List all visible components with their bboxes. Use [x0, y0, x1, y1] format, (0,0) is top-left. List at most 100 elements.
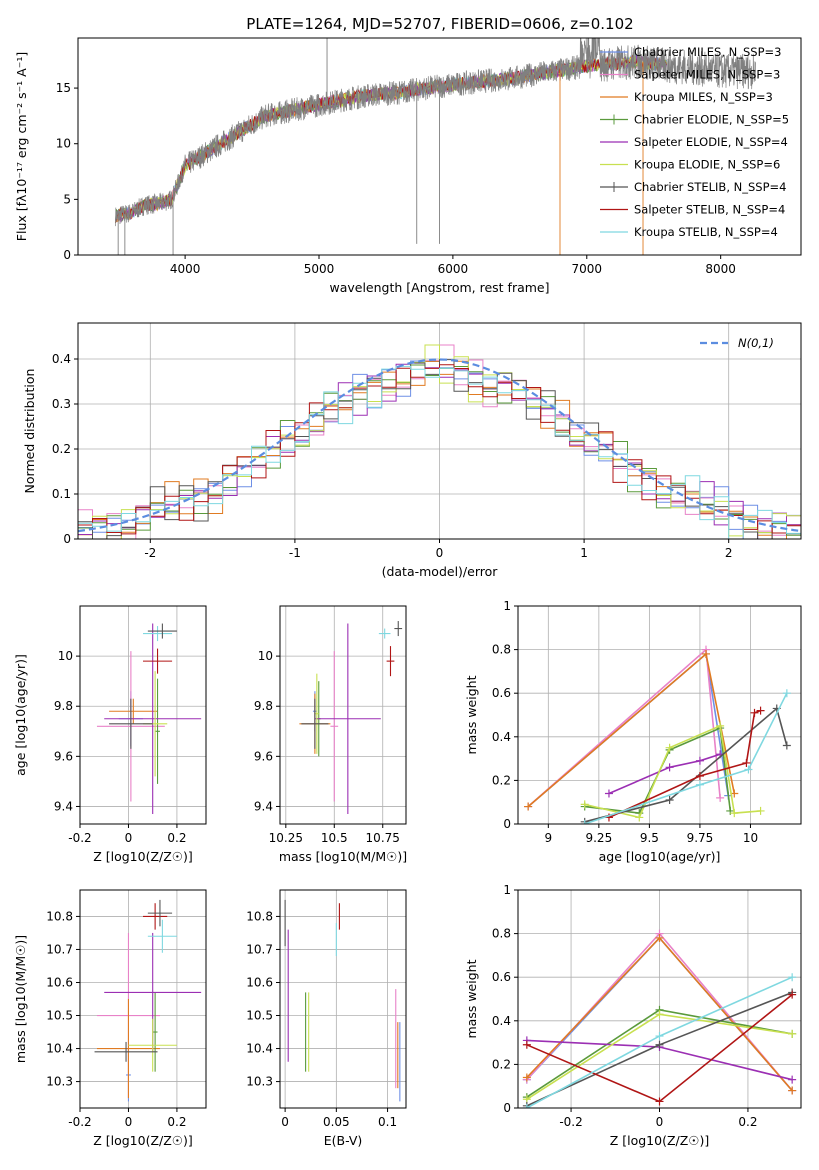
weight-vs-age-point-1-2 [716, 793, 725, 802]
age-vs-mass-xtick-label-0: 10.25 [269, 831, 303, 845]
weight-vs-z-ytick-label-3: 0.6 [492, 970, 511, 984]
residuals-ytick-label-4: 0.4 [52, 352, 71, 366]
age-vs-mass-ytick-label-1: 9.6 [254, 749, 273, 763]
weight-vs-z-point-7-0 [522, 1040, 531, 1049]
spectrum-legend-label-3: Chabrier ELODIE, N_SSP=5 [634, 113, 789, 127]
spectrum-xtick-label-1: 5000 [304, 262, 335, 276]
spectrum-model-salpeter_stelib [115, 54, 668, 223]
residuals-hist-salpeter_stelib [78, 364, 801, 535]
weight-vs-z-ylabel: mass weight [464, 959, 479, 1038]
spectrum-ytick-label-0: 0 [63, 248, 71, 262]
age-vs-mass-ytick-label-3: 10 [258, 649, 273, 663]
spectrum-legend-label-0: Chabrier MILES, N_SSP=3 [634, 45, 781, 59]
residuals-xtick-label-1: -1 [289, 546, 301, 560]
age-vs-z-xlabel: Z [log10(Z/Z☉)] [93, 849, 193, 864]
weight-vs-age-frame [517, 605, 802, 825]
weight-vs-z-point-8-1 [655, 1032, 664, 1041]
spectrum-model-salpeter_miles [115, 54, 667, 223]
weight-vs-age-xlabel: age [log10(age/yr)] [599, 849, 721, 864]
weight-vs-age-point-6-1 [665, 796, 674, 805]
weight-vs-age-point-5-4 [730, 809, 739, 818]
weight-vs-age-xtick-label-2: 9.5 [640, 831, 659, 845]
spectrum-model-kroupa_elodie [115, 54, 668, 223]
weight-vs-age-line-chabrier_elodie-3 [584, 726, 732, 814]
age-vs-z-xtick-label-2: 0.2 [167, 831, 186, 845]
spectrum-panel: 4000 5000 6000 7000 8000 0 5 10 15 wavelength [An… [14, 37, 802, 295]
spectrum-legend-label-1: Salpeter MILES, N_SSP=3 [634, 68, 780, 82]
residuals-xtick-label-2: 0 [436, 546, 444, 560]
weight-vs-age-point-5-3 [716, 721, 725, 730]
weight-vs-z-point-7-2 [788, 990, 797, 999]
residuals-ytick-label-3: 0.3 [52, 397, 71, 411]
weight-vs-z-point-5-1 [655, 1010, 664, 1019]
weight-vs-age-point-8-1 [695, 780, 704, 789]
age-vs-mass-xlabel: mass [log10(M/M☉)] [279, 849, 407, 864]
weight-vs-age-ylabel: mass weight [464, 675, 479, 754]
age-vs-z-plot-area [96, 623, 202, 814]
weight-vs-age-point-8-2 [744, 765, 753, 774]
residuals-ytick-label-2: 0.2 [52, 442, 71, 456]
weight-vs-z-point-2-0 [522, 1073, 531, 1082]
weight-vs-z-point-8-0 [522, 1104, 531, 1108]
mass-vs-ebv-panel: 0 0.05 0.1 10.3 10.4 10.5 10.6 10.7 10.8 E(B-V) [246, 889, 407, 1148]
mass-vs-ebv-ytick-label-3: 10.6 [246, 975, 273, 989]
age-vs-mass-xtick-label-1: 10.5 [321, 831, 348, 845]
spectrum-title: PLATE=1264, MJD=52707, FIBERID=0606, z=0… [246, 15, 633, 33]
spectrum-legend-label-2: Kroupa MILES, N_SSP=3 [634, 90, 773, 104]
weight-vs-age-point-7-2 [742, 758, 751, 767]
age-vs-z-panel: -0.2 0 0.2 9.4 9.6 9.8 10 Z [log10(Z/Z☉)] age [l… [13, 605, 207, 864]
weight-vs-z-point-6-1 [655, 1040, 664, 1049]
residuals-legend-label: N(0,1) [738, 336, 774, 350]
spectrum-model-chabrier_miles [115, 53, 667, 223]
weight-vs-z-panel: -0.2 0 0.2 0 0.2 0.4 0.6 0.8 1 Z [log10(Z/Z☉)] mas… [464, 883, 802, 1148]
weight-vs-age-plot-area [524, 645, 791, 824]
weight-vs-age-ytick-label-0: 0 [503, 817, 511, 831]
residuals-panel: -2 -1 0 1 2 0 0.1 0.2 0.3 0.4 (data-model)/error No… [22, 322, 802, 579]
spectrum-model-kroupa_stelib [115, 54, 668, 223]
age-vs-z-xtick-label-0: -0.2 [68, 831, 91, 845]
spectrum-legend-label-8: Kroupa STELIB, N_SSP=4 [634, 225, 778, 239]
weight-vs-age-xtick-label-1: 9.25 [585, 831, 612, 845]
mass-vs-ebv-xtick-label-0: 0 [281, 1115, 289, 1129]
weight-vs-age-point-4-2 [695, 756, 704, 765]
residuals-xtick-label-4: 2 [725, 546, 733, 560]
weight-vs-age-ytick-label-1: 0.2 [492, 773, 511, 787]
mass-vs-ebv-frame [279, 889, 407, 1109]
weight-vs-z-ytick-label-5: 1 [503, 883, 511, 897]
weight-vs-z-plot-area [522, 929, 797, 1108]
residuals-ytick-label-0: 0 [63, 532, 71, 546]
mass-vs-ebv-xtick-label-1: 0.05 [323, 1115, 350, 1129]
mass-vs-ebv-xlabel: E(B-V) [324, 1133, 363, 1148]
age-vs-mass-ytick-label-2: 9.8 [254, 699, 273, 713]
weight-vs-z-point-8-2 [788, 973, 797, 982]
spectrum-model-chabrier_elodie [115, 54, 668, 223]
mass-vs-z-ytick-label-3: 10.6 [46, 975, 73, 989]
weight-vs-age-point-6-3 [782, 741, 791, 750]
mass-vs-z-panel: -0.2 0 0.2 10.3 10.4 10.5 10.6 10.7 10.8 Z [log10… [13, 889, 207, 1148]
weight-vs-age-panel: 9 9.25 9.5 9.75 10 0 0.2 0.4 0.6 0.8 1 age [log10(a… [464, 599, 802, 864]
weight-vs-z-frame [517, 889, 802, 1109]
weight-vs-age-line-salpeter_elodie-4 [608, 753, 721, 795]
spectrum-ytick-label-2: 10 [56, 137, 71, 151]
mass-vs-ebv-ytick-label-5: 10.8 [246, 909, 273, 923]
weight-vs-age-point-5-0 [580, 800, 589, 809]
spectrum-model-kroupa_miles [115, 56, 668, 223]
weight-vs-age-point-5-2 [665, 743, 674, 752]
weight-vs-age-line-salpeter_miles-1 [527, 647, 721, 808]
weight-vs-z-point-7-1 [655, 1097, 664, 1106]
spectrum-xtick-label-0: 4000 [170, 262, 201, 276]
spectrum-xtick-label-3: 7000 [572, 262, 603, 276]
mass-vs-ebv-ytick-label-2: 10.5 [246, 1009, 273, 1023]
weight-vs-age-point-8-3 [782, 689, 791, 698]
spectrum-plot-area [115, 38, 756, 255]
mass-vs-ebv-ytick-label-0: 10.3 [246, 1075, 273, 1089]
weight-vs-age-point-4-0 [604, 789, 613, 798]
age-vs-z-ytick-label-3: 10 [58, 649, 73, 663]
mass-vs-z-xlabel: Z [log10(Z/Z☉)] [93, 1133, 193, 1148]
weight-vs-z-ytick-label-1: 0.2 [492, 1057, 511, 1071]
mass-vs-z-ytick-label-0: 10.3 [46, 1075, 73, 1089]
age-vs-z-ytick-label-0: 9.4 [54, 799, 73, 813]
mass-vs-z-xtick-label-2: 0.2 [167, 1115, 186, 1129]
residuals-ytick-label-1: 0.1 [52, 487, 71, 501]
